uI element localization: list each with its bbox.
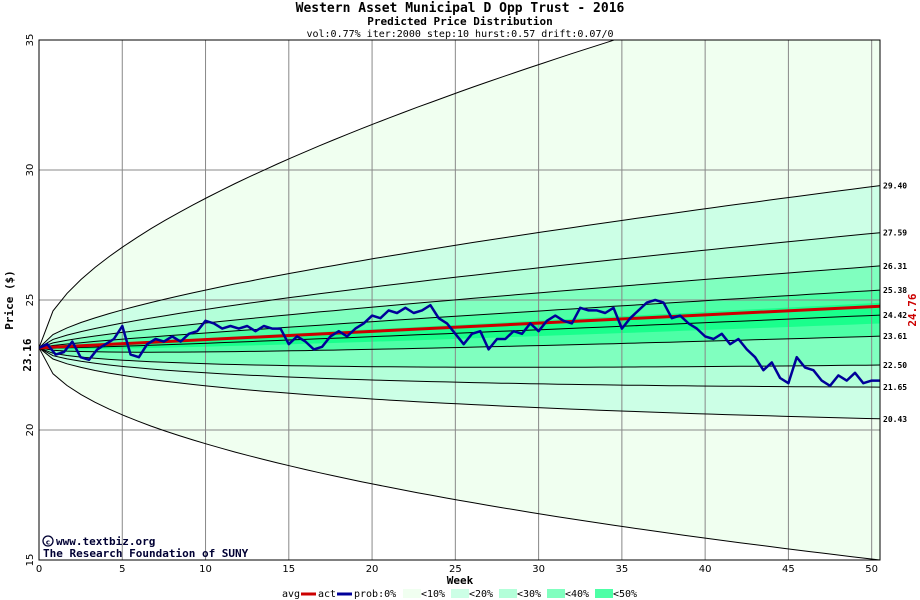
series-lines (38, 298, 881, 388)
legend-prob-label: prob:0% (354, 589, 396, 600)
y-tick-label-30: 30 (25, 164, 36, 177)
legend-band-20: <20% (469, 589, 493, 600)
chart-params: vol:0.77% iter:2000 step:10 hurst:0.57 d… (306, 29, 613, 40)
legend-band-swatch-20 (499, 589, 517, 598)
x-tick-label-45: 45 (782, 564, 795, 575)
percentile-curve-lower-0-100 (38, 347, 881, 561)
x-axis-label: Week (447, 574, 474, 587)
y-tick-label-35: 35 (25, 34, 36, 47)
plot-frame (38, 39, 881, 561)
percentile-curve-upper-40-60 (38, 289, 881, 349)
y-axis-ticks: 15 20 25 30 35 (25, 34, 36, 567)
legend-band-10: <10% (421, 589, 445, 600)
percentile-curve-lower-20-80 (38, 347, 881, 388)
legend-band-swatch-10 (451, 589, 469, 598)
x-tick-label-5: 5 (119, 564, 125, 575)
percentile-curve-upper-10-90 (38, 185, 881, 349)
copyright-icon-letter: c (46, 539, 50, 547)
y-axis-label: Price ($) (3, 270, 16, 330)
legend-band-swatch-40 (595, 589, 613, 598)
right-percentile-labels: 29.40 20.43 27.59 21.65 26.31 22.50 25.38 23.61… (883, 182, 907, 424)
percentile-curve-lower-30-70 (38, 347, 881, 368)
legend-avg-label: avg (282, 589, 300, 600)
y-tick-label-25: 25 (25, 294, 36, 307)
right-label-22-50: 22.50 (883, 361, 907, 370)
chart-subtitle: Predicted Price Distribution (367, 15, 552, 28)
x-tick-label-0: 0 (36, 564, 42, 575)
x-tick-label-25: 25 (449, 564, 462, 575)
right-label-27-59: 27.59 (883, 229, 907, 238)
credit-block: c www.textbiz.org The Research Foundatio… (42, 535, 249, 560)
percentile-curve-upper-30-70 (38, 265, 881, 349)
copyright-icon (42, 535, 54, 547)
right-label-26-31: 26.31 (883, 262, 907, 271)
x-axis-ticks: 0 5 10 15 20 25 30 35 40 45 50 (36, 564, 878, 575)
legend-band-40: <40% (565, 589, 589, 600)
x-tick-label-30: 30 (532, 564, 545, 575)
right-label-21-65: 21.65 (883, 383, 907, 392)
y-tick-label-20: 20 (25, 424, 36, 437)
x-tick-label-50: 50 (865, 564, 878, 575)
right-label-24-42: 24.42 (883, 311, 907, 320)
median-curve (38, 314, 881, 349)
credit-url[interactable]: www.textbiz.org (56, 535, 155, 548)
right-label-20-43: 20.43 (883, 415, 907, 424)
percentile-curve-lower-10-90 (38, 347, 881, 420)
right-label-25-38: 25.38 (883, 286, 907, 295)
percentile-curve-upper-0-100 (38, 39, 614, 348)
x-tick-label-35: 35 (616, 564, 629, 575)
x-tick-label-40: 40 (699, 564, 712, 575)
x-tick-label-15: 15 (282, 564, 295, 575)
legend-band-50: <50% (613, 589, 637, 600)
actual-price-line (38, 298, 880, 388)
percentile-curve-upper-20-80 (38, 232, 881, 349)
x-tick-label-10: 10 (199, 564, 212, 575)
legend-band-30: <30% (517, 589, 541, 600)
start-price-label: 23.16 (21, 338, 34, 371)
legend-band-swatch-0 (403, 589, 421, 598)
x-tick-label-20: 20 (366, 564, 379, 575)
legend: avg act prob:0% <10% <20% <30% <40% <50% (282, 589, 637, 600)
legend-band-swatch-30 (547, 589, 565, 598)
y-tick-label-15: 15 (25, 554, 36, 567)
right-label-29-40: 29.40 (883, 182, 907, 191)
end-average-label: 24.76 (906, 293, 919, 326)
chart-title: Western Asset Municipal D Opp Trust - 20… (296, 1, 625, 16)
legend-act-label: act (318, 589, 336, 600)
credit-organization: The Research Foundation of SUNY (43, 547, 249, 560)
right-label-23-61: 23.61 (883, 332, 907, 341)
